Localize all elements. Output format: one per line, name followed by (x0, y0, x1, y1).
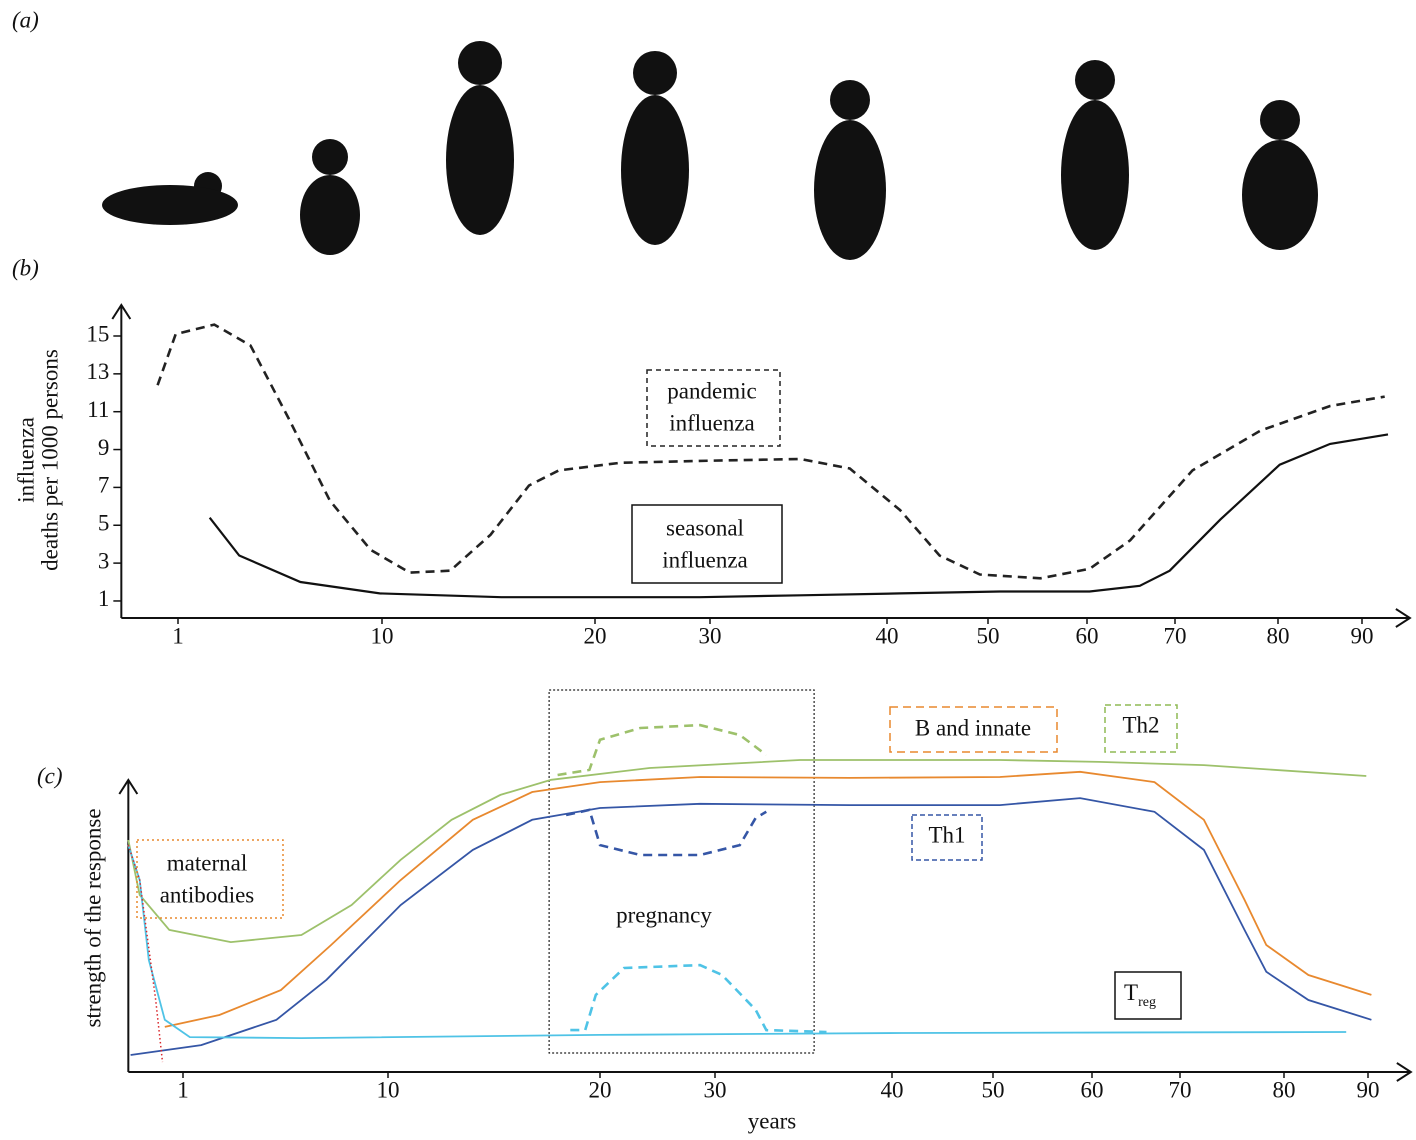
x-tick-label: 20 (584, 623, 607, 648)
x-axis-arrow (1395, 608, 1412, 628)
x-tick-label: 60 (1081, 1077, 1104, 1102)
x-tick-label: 80 (1267, 623, 1290, 648)
y-axis-label: influenza (13, 417, 38, 503)
y-axis-arrow (118, 778, 139, 795)
series-line (164, 770, 1372, 1028)
label-box (646, 369, 781, 447)
y-tick-label: 13 (86, 359, 109, 384)
x-tick-label: 40 (881, 1077, 904, 1102)
x-tick-label: 70 (1164, 623, 1187, 648)
label-box (1114, 971, 1182, 1020)
y-axis-arrow (111, 303, 132, 320)
silhouette-body (814, 120, 886, 260)
series-label: influenza (662, 547, 748, 572)
y-tick-label: 11 (87, 397, 109, 422)
series-label: pandemic (667, 378, 756, 403)
x-tick-label: 1 (177, 1077, 189, 1102)
series-label: maternal (167, 850, 247, 875)
x-tick-label: 50 (977, 623, 1000, 648)
x-tick-label: 60 (1076, 623, 1099, 648)
panel-label: (a) (12, 7, 39, 32)
silhouette-head (1075, 60, 1115, 100)
y-tick-label: 9 (98, 435, 110, 460)
y-tick-label: 15 (86, 321, 109, 346)
silhouette-body (621, 95, 689, 245)
y-tick-label: 3 (98, 548, 110, 573)
series-label: B and innate (915, 715, 1031, 740)
silhouette-body (102, 185, 238, 225)
y-tick-label: 7 (98, 473, 110, 498)
silhouette-body (1242, 140, 1318, 250)
silhouette-body (446, 85, 514, 235)
panel-label: (c) (37, 763, 63, 788)
series-line (557, 723, 768, 777)
series-line (130, 797, 1372, 1056)
series-label-sub: reg (1138, 995, 1156, 1010)
label-box (911, 814, 983, 861)
x-tick-label: 30 (704, 1077, 727, 1102)
series-line (156, 323, 1385, 580)
life-stage-silhouettes (102, 41, 1318, 260)
y-tick-label: 5 (98, 511, 110, 536)
series-line (127, 844, 164, 1063)
pregnancy-label: pregnancy (616, 902, 712, 927)
label-box (1104, 704, 1178, 753)
series-label: influenza (669, 410, 755, 435)
series-line (127, 759, 1367, 944)
silhouette-head (830, 80, 870, 120)
series-label-main: T (1124, 980, 1138, 1005)
x-tick-label: 40 (876, 623, 899, 648)
series-line (570, 963, 827, 1034)
label-box (631, 504, 783, 584)
x-axis-arrow (1396, 1062, 1413, 1082)
silhouette-body (300, 175, 360, 255)
series-label: Th2 (1122, 712, 1159, 737)
y-tick-label: 1 (98, 586, 110, 611)
pregnancy-window (548, 689, 815, 1054)
series-label: antibodies (160, 882, 255, 907)
silhouette-head (458, 41, 502, 85)
series-line (208, 433, 1389, 599)
y-axis-label: deaths per 1000 persons (37, 349, 62, 571)
label-box (136, 839, 284, 919)
silhouette-head (633, 51, 677, 95)
series-line (127, 844, 1347, 1040)
x-tick-label: 20 (589, 1077, 612, 1102)
series-line (565, 808, 767, 857)
x-tick-label: 30 (699, 623, 722, 648)
silhouette-body (1061, 100, 1129, 250)
x-tick-label: 90 (1351, 623, 1374, 648)
x-tick-label: 10 (371, 623, 394, 648)
series-label: Treg (1124, 980, 1156, 1010)
x-tick-label: 50 (982, 1077, 1005, 1102)
x-axis-label: years (748, 1108, 797, 1133)
x-tick-label: 10 (377, 1077, 400, 1102)
label-box (889, 706, 1058, 753)
panel-label: (b) (12, 255, 39, 280)
series-label: seasonal (666, 515, 744, 540)
x-tick-label: 80 (1273, 1077, 1296, 1102)
x-tick-label: 70 (1169, 1077, 1192, 1102)
silhouette-head (1260, 100, 1300, 140)
y-axis-label: strength of the response (80, 808, 105, 1027)
silhouette-head (312, 139, 348, 175)
x-tick-label: 1 (172, 623, 184, 648)
x-tick-label: 90 (1357, 1077, 1380, 1102)
series-label: Th1 (928, 822, 965, 847)
